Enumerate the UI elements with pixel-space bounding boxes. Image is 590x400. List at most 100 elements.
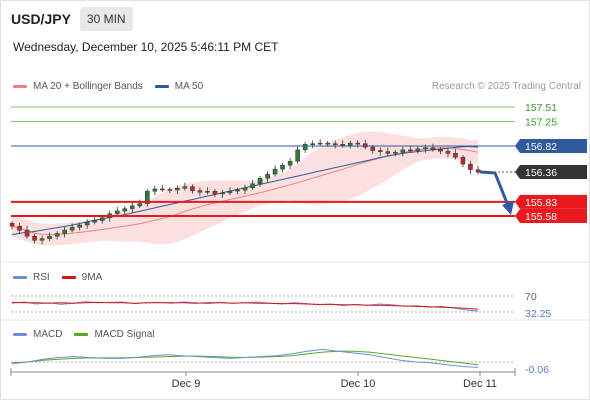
candle-body <box>408 149 413 152</box>
ma20-line <box>11 147 479 236</box>
legend-swatch-ma50 <box>154 85 169 88</box>
candle-body <box>92 220 97 223</box>
candle-body <box>317 142 323 145</box>
candle-body <box>47 236 52 239</box>
time-axis-label: Dec 11 <box>463 378 497 390</box>
legend-item-macd: MACD <box>13 329 62 340</box>
candle-body <box>355 142 361 145</box>
legend-swatch-rsi-ma <box>61 276 76 279</box>
candle-body <box>325 142 330 145</box>
rsi-level-label: 70 <box>525 291 537 303</box>
candle-body <box>460 157 466 165</box>
candle-body <box>272 168 278 175</box>
candle-body <box>332 143 338 145</box>
candle-body <box>220 192 225 195</box>
support-tag <box>515 194 587 209</box>
candle-body <box>69 227 75 231</box>
macd-line <box>11 348 479 368</box>
candle-body <box>99 217 105 221</box>
legend-label-macd: MACD <box>33 329 63 340</box>
legend-label-rsi: RSI <box>33 272 50 283</box>
candle-body <box>137 203 143 207</box>
macd-value-label: -0.06 <box>525 364 549 376</box>
candle-body <box>340 144 346 146</box>
candle-body <box>54 233 60 237</box>
candle-body <box>295 149 300 162</box>
candle-body <box>400 149 406 153</box>
legend-swatch-ma20 <box>13 85 27 88</box>
legend-label-ma50: MA 50 <box>174 81 204 92</box>
support-label: 155.58 <box>525 211 557 223</box>
candle-body <box>265 173 270 179</box>
forecast-arrow-line <box>479 170 509 205</box>
candle-body <box>114 210 120 214</box>
candle-body <box>280 164 285 170</box>
candle-body <box>77 224 82 228</box>
symbol-title: USD/JPY <box>11 11 71 27</box>
timeframe-button[interactable]: 30 MIN <box>79 7 133 31</box>
candle-body <box>62 229 67 234</box>
support-label: 155.83 <box>525 197 557 209</box>
candle-body <box>227 190 233 194</box>
current-price-label: 156.36 <box>525 167 557 179</box>
candle-body <box>167 189 173 191</box>
candle-body <box>423 147 428 150</box>
candle-body <box>182 186 188 189</box>
candle-body <box>257 177 263 185</box>
candle-body <box>129 205 135 209</box>
legend-label-macd-signal: MACD Signal <box>94 329 155 340</box>
credit-label: Research © 2025 Trading Central <box>431 81 581 92</box>
resistance-label: 157.51 <box>525 102 557 114</box>
legend-item-rsi-ma: 9MA <box>61 272 103 283</box>
time-axis-label: Dec 10 <box>341 378 376 390</box>
legend-swatch-macd <box>13 333 27 336</box>
support-tag <box>515 209 587 223</box>
candle-body <box>32 236 37 241</box>
current-price-tag <box>515 164 587 179</box>
candle-body <box>362 143 368 148</box>
datetime-label: Wednesday, December 10, 2025 5:46:11 PM … <box>13 40 279 54</box>
candle-body <box>370 146 376 151</box>
candle-body <box>190 186 195 191</box>
candle-body <box>205 190 210 193</box>
legend-swatch-rsi <box>13 276 27 279</box>
candle-body <box>122 208 128 212</box>
candle-body <box>17 225 22 231</box>
legend-item-ma20: MA 20 + Bollinger Bands <box>13 81 143 92</box>
candle-body <box>430 147 436 150</box>
chart-header: USD/JPY 30 MIN <box>11 7 133 31</box>
candle-body <box>39 238 45 241</box>
legend-item-rsi: RSI <box>13 272 50 283</box>
candle-body <box>302 144 308 151</box>
candle-body <box>242 187 248 191</box>
candle-body <box>160 188 165 191</box>
candle-body <box>9 223 15 227</box>
time-axis-label: Dec 9 <box>172 378 201 390</box>
forecast-arrowhead <box>502 201 514 215</box>
legend-swatch-macd-signal <box>74 333 89 336</box>
legend-label-ma20: MA 20 + Bollinger Bands <box>33 81 143 92</box>
legend-item-macd-signal: MACD Signal <box>74 329 154 340</box>
rsi-legend: RSI 9MA <box>13 272 114 283</box>
rsi-value-label: 32.25 <box>525 308 551 320</box>
legend-label-rsi-ma: 9MA <box>81 272 103 283</box>
candle-body <box>145 190 150 204</box>
candles-group <box>9 139 481 245</box>
candle-body <box>310 143 315 145</box>
candle-body <box>385 151 391 154</box>
resistance-label: 157.25 <box>525 117 557 129</box>
candle-body <box>24 229 30 237</box>
candle-body <box>197 190 203 193</box>
candle-body <box>445 150 451 154</box>
rsi-ma-line <box>11 301 479 310</box>
candle-body <box>393 151 398 154</box>
candle-body <box>453 153 458 158</box>
candle-body <box>347 142 353 146</box>
candle-body <box>378 150 383 152</box>
candle-body <box>235 189 240 192</box>
macd-legend: MACD MACD Signal <box>13 329 166 340</box>
candle-body <box>415 148 421 151</box>
candle-body <box>287 160 293 166</box>
pivot-tag <box>515 138 587 153</box>
